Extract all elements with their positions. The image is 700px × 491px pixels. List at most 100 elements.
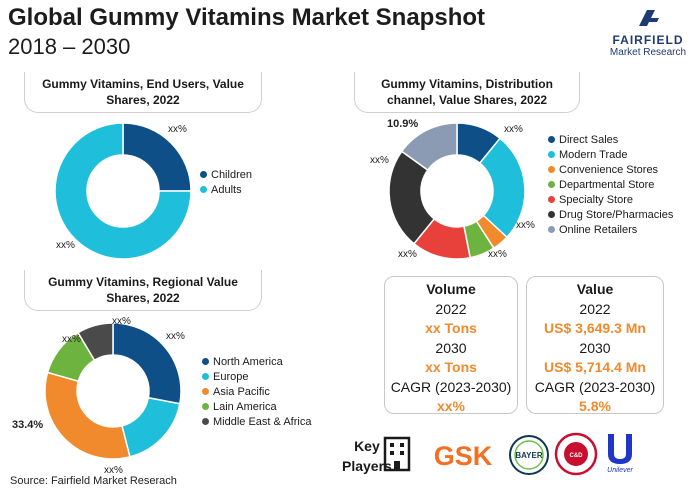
legend1-item-direct-sales: Direct Sales xyxy=(548,132,673,147)
legend0-item-children: Children xyxy=(200,167,252,182)
svg-text:GSK: GSK xyxy=(434,441,493,470)
legend-swatch xyxy=(202,358,209,365)
legend-swatch xyxy=(548,166,555,173)
key-players-line1: Key xyxy=(354,438,380,454)
page-subtitle: 2018 – 2030 xyxy=(8,34,131,59)
legend-swatch xyxy=(548,136,555,143)
distribution-label-modern: xx% xyxy=(504,124,523,135)
end-users-donut xyxy=(54,122,192,260)
distribution-label-online: xx% xyxy=(370,155,389,166)
legend-label: Specialty Store xyxy=(559,193,633,206)
value-year1: 2022 xyxy=(579,300,611,317)
end-users-label-adults: xx% xyxy=(56,240,75,251)
value-year2: 2030 xyxy=(579,339,611,356)
volume-cagr-label: CAGR (2023-2030) xyxy=(390,378,512,395)
legend-label: Modern Trade xyxy=(559,148,628,161)
building-icon xyxy=(383,436,411,472)
legend1-item-drug-store-pharmacies: Drug Store/Pharmacies xyxy=(548,207,673,222)
donut2-slice-north-america xyxy=(112,322,182,405)
distribution-title: Gummy Vitamins, Distribution channel, Va… xyxy=(354,72,580,113)
church-dwight-logo: C&D xyxy=(554,432,598,476)
legend-swatch xyxy=(200,171,207,178)
regional-label-latin-america: xx% xyxy=(62,334,81,345)
legend-label: North America xyxy=(213,355,283,368)
distribution-label-specialty: xx% xyxy=(488,249,507,260)
page-title: Global Gummy Vitamins Market Snapshot xyxy=(8,4,485,31)
volume-value2: xx Tons xyxy=(425,359,477,375)
gsk-logo: GSK xyxy=(434,441,493,470)
volume-box: Volume 2022 xx Tons 2030 xx Tons CAGR (2… xyxy=(384,276,518,414)
distribution-label-drugstore: xx% xyxy=(398,249,417,260)
legend-label: Children xyxy=(211,168,252,181)
regional-label-bottom: xx% xyxy=(104,465,123,476)
donut1-slice-online-retailers xyxy=(400,122,458,172)
legend-label: Adults xyxy=(211,183,242,196)
logo-name: FAIRFIELD xyxy=(612,33,684,47)
svg-text:C&D: C&D xyxy=(570,453,584,459)
value-box: Value 2022 US$ 3,649.3 Mn 2030 US$ 5,714… xyxy=(526,276,664,414)
volume-year1: 2022 xyxy=(435,300,467,317)
logo-sub: Market Research xyxy=(609,47,687,58)
legend-swatch xyxy=(548,181,555,188)
value-cagr-value: 5.8% xyxy=(579,398,611,414)
distribution-donut xyxy=(388,122,526,260)
legend-label: Online Retailers xyxy=(559,223,638,236)
regional-label-mea: xx% xyxy=(112,316,131,327)
legend1-item-convenience-stores: Convenience Stores xyxy=(548,162,673,177)
unilever-logo: Unilever xyxy=(607,434,634,474)
legend1-item-departmental-store: Departmental Store xyxy=(548,177,673,192)
svg-text:BAYER: BAYER xyxy=(515,451,542,460)
legend-label: Drug Store/Pharmacies xyxy=(559,208,674,221)
legend2-item-lain-america: Lain America xyxy=(202,399,311,414)
legend-label: Departmental Store xyxy=(559,178,655,191)
donut1-slice-modern-trade xyxy=(478,137,526,239)
legend-label: Lain America xyxy=(213,400,277,413)
bayer-logo: BAYER xyxy=(509,435,549,475)
regional-label-north-america: xx% xyxy=(166,331,185,342)
value-heading: Value xyxy=(576,281,614,297)
value-cagr-label: CAGR (2023-2030) xyxy=(534,378,656,395)
source-note: Source: Fairfield Market Reserach xyxy=(10,475,177,487)
legend-label: Asia Pacific xyxy=(213,385,270,398)
legend1-item-specialty-store: Specialty Store xyxy=(548,192,673,207)
legend2-item-asia-pacific: Asia Pacific xyxy=(202,384,311,399)
legend-swatch xyxy=(202,373,209,380)
legend-swatch xyxy=(548,196,555,203)
legend0-item-adults: Adults xyxy=(200,182,252,197)
regional-title: Gummy Vitamins, Regional Value Shares, 2… xyxy=(24,270,262,311)
legend-swatch xyxy=(548,226,555,233)
legend-label: Middle East & Africa xyxy=(213,415,312,428)
volume-heading: Volume xyxy=(426,281,476,297)
regional-legend: North America Europe Asia Pacific Lain Amer… xyxy=(202,354,311,429)
end-users-label-children: xx% xyxy=(168,124,187,135)
distribution-label-departmental: xx% xyxy=(516,220,535,231)
distribution-legend: Direct Sales Modern Trade Convenience Stor… xyxy=(548,132,673,237)
legend1-item-modern-trade: Modern Trade xyxy=(548,147,673,162)
donut0-slice-adults xyxy=(54,122,192,260)
legend2-item-europe: Europe xyxy=(202,369,311,384)
value-value1: US$ 3,649.3 Mn xyxy=(544,320,646,336)
fairfield-logo-icon xyxy=(639,10,659,26)
end-users-title: Gummy Vitamins, End Users, Value Shares,… xyxy=(24,72,262,113)
distribution-label-direct: 10.9% xyxy=(387,118,419,130)
legend-label: Europe xyxy=(213,370,249,383)
regional-label-asia-pacific: 33.4% xyxy=(12,419,44,431)
legend-swatch xyxy=(200,186,207,193)
legend-swatch xyxy=(548,211,555,218)
legend2-item-north-america: North America xyxy=(202,354,311,369)
legend-label: Direct Sales xyxy=(559,133,619,146)
legend-swatch xyxy=(548,151,555,158)
key-players-label: Key Players xyxy=(342,436,392,476)
legend2-item-middle-east-africa: Middle East & Africa xyxy=(202,414,311,429)
legend-swatch xyxy=(202,403,209,410)
legend-swatch xyxy=(202,388,209,395)
donut2-slice-europe xyxy=(121,396,181,458)
key-players-line2: Players xyxy=(342,458,392,474)
donut2-slice-asia-pacific xyxy=(44,371,131,460)
fairfield-logo: FAIRFIELD Market Research xyxy=(600,8,696,58)
legend1-item-online-retailers: Online Retailers xyxy=(548,222,673,237)
legend-label: Convenience Stores xyxy=(559,163,659,176)
volume-year2: 2030 xyxy=(435,339,467,356)
donut2-slice-middle-east-africa xyxy=(76,322,114,362)
svg-text:Unilever: Unilever xyxy=(607,467,633,474)
